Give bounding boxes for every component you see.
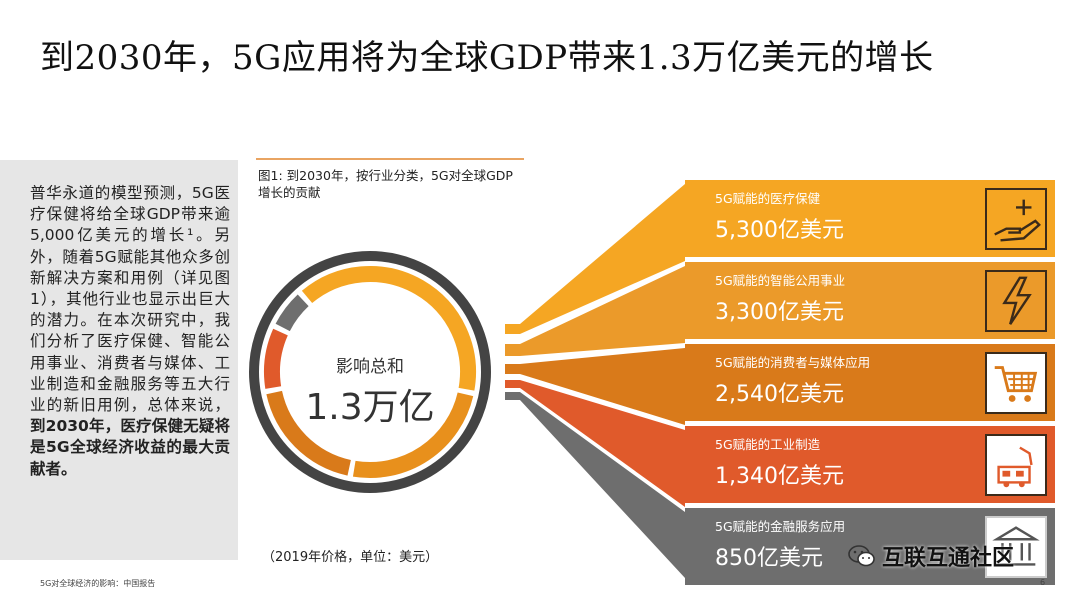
shopping-cart-icon: [985, 352, 1047, 414]
figure-rule: [256, 158, 524, 160]
hand-plus-icon: [985, 188, 1047, 250]
left-panel-background: [0, 160, 238, 560]
wechat-icon: [848, 545, 875, 567]
donut-slice-4: [275, 294, 309, 332]
footer-source: 5G对全球经济的影响：中国报告: [40, 579, 156, 588]
figure-caption: 图1: 到2030年，按行业分类，5G对全球GDP增长的贡献: [258, 168, 513, 200]
band-utilities: 5G赋能的智能公用事业 3,300亿美元: [685, 262, 1055, 339]
donut-chart: [249, 251, 491, 493]
donut-center-value: 1.3万亿: [305, 387, 435, 428]
figure-note: （2019年价格，单位：美元）: [262, 550, 439, 565]
donut-center-label: 影响总和: [336, 357, 404, 377]
watermark-text: 互联互通社区: [882, 546, 1015, 571]
donut-outer-ring: [249, 251, 491, 493]
band-label: 5G赋能的消费者与媒体应用: [715, 355, 871, 370]
page-title: 到2030年，5G应用将为全球GDP带来1.3万亿美元的增长: [40, 38, 934, 78]
connector-graphic: [505, 184, 685, 578]
band-value: 850亿美元: [715, 546, 823, 571]
band-value: 3,300亿美元: [715, 300, 844, 325]
lightning-icon: [985, 270, 1047, 332]
donut-slice-0: [301, 266, 476, 391]
band-healthcare: 5G赋能的医疗保健 5,300亿美元: [685, 180, 1055, 257]
left-panel-conclusion: 到2030年，医疗保健无疑将是5G全球经济收益的最大贡献者。: [30, 417, 230, 478]
connector-utilities: [505, 266, 685, 356]
connector-consumer: [505, 348, 685, 425]
factory-robot-icon: [985, 434, 1047, 496]
left-panel-body: 普华永道的模型预测，5G医疗保健将给全球GDP带来逾5,000亿美元的增长¹。另…: [30, 184, 230, 415]
band-label: 5G赋能的智能公用事业: [715, 273, 846, 288]
donut-slice-3: [264, 328, 288, 389]
donut-slice-2: [266, 390, 352, 476]
band-value: 5,300亿美元: [715, 218, 844, 243]
bank-icon: [985, 516, 1047, 578]
connector-healthcare: [505, 184, 685, 334]
band-label: 5G赋能的工业制造: [715, 437, 821, 452]
band-value: 1,340亿美元: [715, 464, 844, 489]
band-finance: 5G赋能的金融服务应用 850亿美元: [685, 508, 1055, 585]
band-industrial: 5G赋能的工业制造 1,340亿美元: [685, 426, 1055, 503]
band-label: 5G赋能的医疗保健: [715, 191, 821, 206]
left-panel-text: 普华永道的模型预测，5G医疗保健将给全球GDP带来逾5,000亿美元的增长¹。另…: [30, 183, 230, 480]
band-label: 5G赋能的金融服务应用: [715, 519, 846, 534]
connector-industrial: [505, 380, 685, 507]
band-consumer: 5G赋能的消费者与媒体应用 2,540亿美元: [685, 344, 1055, 421]
donut-slice-1: [352, 392, 474, 478]
page-number: 6: [1040, 578, 1046, 587]
band-value: 2,540亿美元: [715, 382, 844, 407]
watermark: 互联互通社区: [848, 540, 1014, 572]
